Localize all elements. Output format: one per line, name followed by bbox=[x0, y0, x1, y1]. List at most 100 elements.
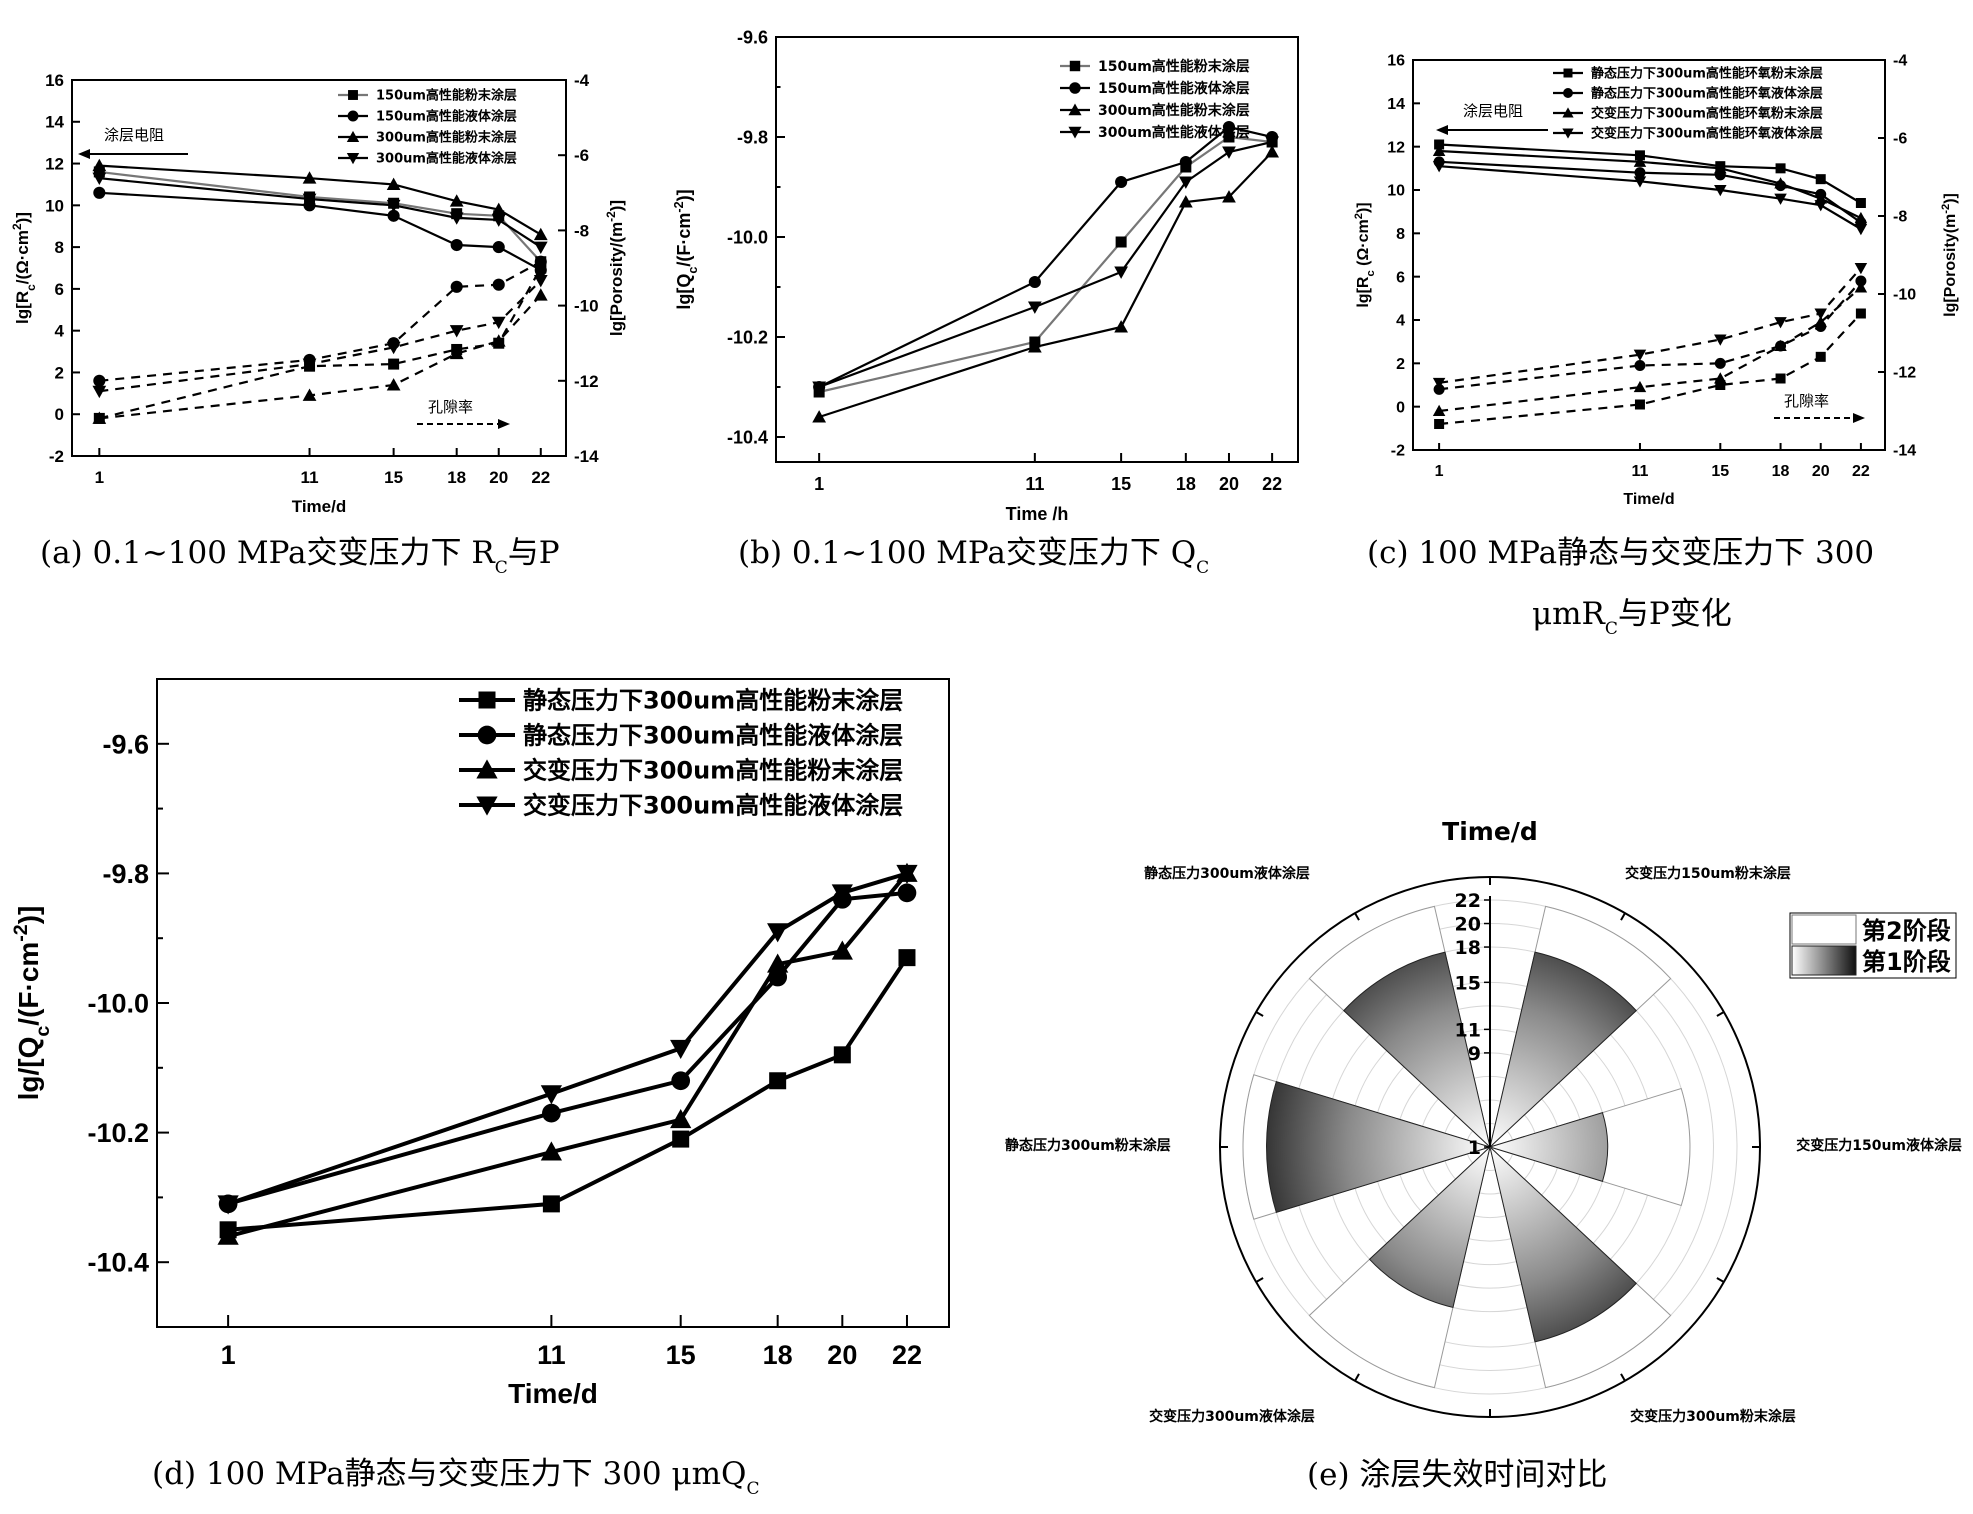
category-label-0: 交变压力150um粉末涂层 bbox=[1625, 865, 1791, 882]
legend-marker-triangle-up bbox=[1562, 107, 1574, 118]
data-point-triangle-up bbox=[217, 1225, 239, 1245]
stage1-wedge bbox=[1488, 1111, 1609, 1183]
caption: (b) 0.1~100 MPa交变压力下 QC bbox=[738, 535, 1209, 578]
porosity-point-circle bbox=[93, 374, 106, 387]
y-tick-label: 14 bbox=[45, 113, 64, 132]
x-axis-title: Time/d bbox=[1623, 491, 1674, 508]
porosity-line-circle bbox=[1438, 280, 1862, 391]
y-tick-label: -10.2 bbox=[727, 327, 768, 347]
legend-label: 静态压力下300um高性能液体涂层 bbox=[523, 722, 903, 750]
data-point-circle bbox=[450, 238, 463, 252]
data-point-square bbox=[769, 1072, 787, 1090]
data-point-triangle-down bbox=[831, 884, 853, 904]
porosity-line-square bbox=[1439, 312, 1862, 426]
data-point-square bbox=[898, 949, 916, 967]
caption-line2-main: μmR bbox=[1532, 596, 1607, 632]
porosity-point-circle bbox=[1634, 360, 1646, 371]
series-line-triangle-down bbox=[818, 140, 1273, 389]
data-point-square bbox=[93, 166, 105, 178]
data-point-triangle-down bbox=[767, 923, 789, 943]
y-axis-title-sub: c bbox=[686, 267, 700, 274]
y2-axis-title-main: lg[Porosity(m bbox=[1942, 214, 1959, 317]
data-point-triangle-up bbox=[1265, 145, 1279, 158]
annotation-resistance: 涂层电阻 bbox=[1463, 102, 1523, 120]
x-tick-label: 1 bbox=[95, 468, 104, 487]
legend-marker-triangle-down bbox=[346, 153, 360, 165]
data-point-triangle-down bbox=[92, 172, 107, 186]
polar-title: Time/d bbox=[1442, 817, 1538, 846]
legend-label: 150um高性能液体涂层 bbox=[1098, 80, 1250, 97]
caption-main: (c) 100 MPa静态与交变压力下 300 bbox=[1367, 535, 1874, 571]
y-axis-title-sub: c bbox=[24, 284, 38, 291]
porosity-point-triangle-down bbox=[386, 341, 401, 355]
data-point-triangle-up bbox=[92, 158, 107, 172]
chart-d: 1 11 15 18 20 22Time/d-10.4-10.2-10.0-9.8-9.6… bbox=[10, 678, 950, 1499]
y2-axis-title-sup: -2 bbox=[604, 211, 618, 222]
legend-marker-circle bbox=[1563, 88, 1573, 98]
caption-main: (a) 0.1~100 MPa交变压力下 R bbox=[40, 535, 496, 571]
data-point-triangle-down bbox=[302, 193, 317, 206]
porosity-point-triangle-down bbox=[1714, 334, 1727, 346]
stage1-wedge bbox=[1266, 1081, 1492, 1213]
arrow-right-head bbox=[498, 419, 510, 429]
data-point-circle bbox=[93, 186, 106, 199]
porosity-point-triangle-down bbox=[302, 358, 317, 371]
porosity-point-triangle-up bbox=[92, 411, 107, 424]
legend-label: 150um高性能粉末涂层 bbox=[1098, 58, 1250, 75]
series-line-circle bbox=[818, 125, 1273, 388]
x-tick-label: 11 bbox=[1025, 474, 1044, 494]
legend-marker-triangle-up bbox=[346, 130, 360, 142]
caption-line2-tail: 与P变化 bbox=[1618, 596, 1732, 632]
data-point-triangle-down bbox=[1814, 200, 1827, 212]
y2-axis-title-sup: -2 bbox=[1940, 204, 1952, 214]
data-point-circle bbox=[1028, 275, 1041, 289]
data-point-triangle-down bbox=[1714, 185, 1727, 197]
y-tick-label: 8 bbox=[55, 238, 64, 257]
chart-a: 1 11 15 18 20 22Time/d-20246810121416lg[Rc/(Ω… bbox=[10, 71, 626, 578]
y-axis-title-sup: -2 bbox=[10, 924, 32, 942]
porosity-point-circle bbox=[1855, 275, 1867, 287]
porosity-point-triangle-up bbox=[449, 346, 464, 360]
radial-tick-label: 9 bbox=[1468, 1043, 1481, 1065]
y2-axis-title-main: lg[Porosity/(m bbox=[607, 222, 626, 336]
porosity-point-triangle-up bbox=[1633, 380, 1647, 393]
porosity-point-circle bbox=[450, 280, 463, 293]
x-tick-label: 1 bbox=[814, 474, 824, 494]
y-tick-label: 10 bbox=[45, 196, 64, 215]
caption: (c) 100 MPa静态与交变压力下 300 bbox=[1367, 535, 1874, 571]
x-tick-label: 18 bbox=[763, 1340, 793, 1370]
series-line-circle bbox=[99, 191, 542, 272]
caption-main: (d) 100 MPa静态与交变压力下 300 μmQ bbox=[152, 1456, 746, 1492]
porosity-line-triangle-up bbox=[1438, 286, 1862, 413]
data-point-triangle-up bbox=[1714, 162, 1727, 174]
series-line-triangle-up bbox=[99, 164, 542, 236]
x-tick-label: 20 bbox=[1219, 474, 1239, 494]
legend-label: 交变压力下300um高性能液体涂层 bbox=[523, 792, 903, 820]
y2-axis-title: lg[Porosity/(m-2)] bbox=[604, 200, 626, 336]
data-point-circle bbox=[1634, 167, 1646, 179]
legend-label: 150um高性能液体涂层 bbox=[376, 109, 517, 125]
series-line-square bbox=[1439, 143, 1862, 204]
data-point-triangle-down bbox=[540, 1085, 563, 1105]
data-point-square bbox=[1775, 163, 1786, 174]
y-tick-label: 0 bbox=[55, 405, 64, 424]
data-point-square bbox=[833, 1046, 851, 1064]
radial-tick-label: 15 bbox=[1455, 972, 1481, 994]
y-tick-label: 6 bbox=[55, 280, 64, 299]
polar-tick bbox=[1255, 1277, 1264, 1283]
data-point-triangle-down bbox=[1027, 301, 1042, 314]
y2-tick-label: -14 bbox=[574, 447, 599, 466]
y-axis-title-sup: -2 bbox=[672, 201, 686, 212]
y-tick-label: 12 bbox=[1387, 139, 1405, 156]
y2-tick-label: -14 bbox=[1893, 443, 1916, 460]
caption-main: (b) 0.1~100 MPa交变压力下 Q bbox=[738, 535, 1196, 571]
series-line-triangle-up bbox=[818, 151, 1273, 419]
data-point-circle bbox=[492, 241, 505, 254]
y-tick-label: 10 bbox=[1387, 183, 1405, 200]
y-tick-label: 6 bbox=[1396, 269, 1405, 286]
porosity-line-circle bbox=[99, 260, 542, 382]
y2-tick-label: -4 bbox=[574, 71, 590, 90]
porosity-point-triangle-up bbox=[1432, 404, 1446, 416]
